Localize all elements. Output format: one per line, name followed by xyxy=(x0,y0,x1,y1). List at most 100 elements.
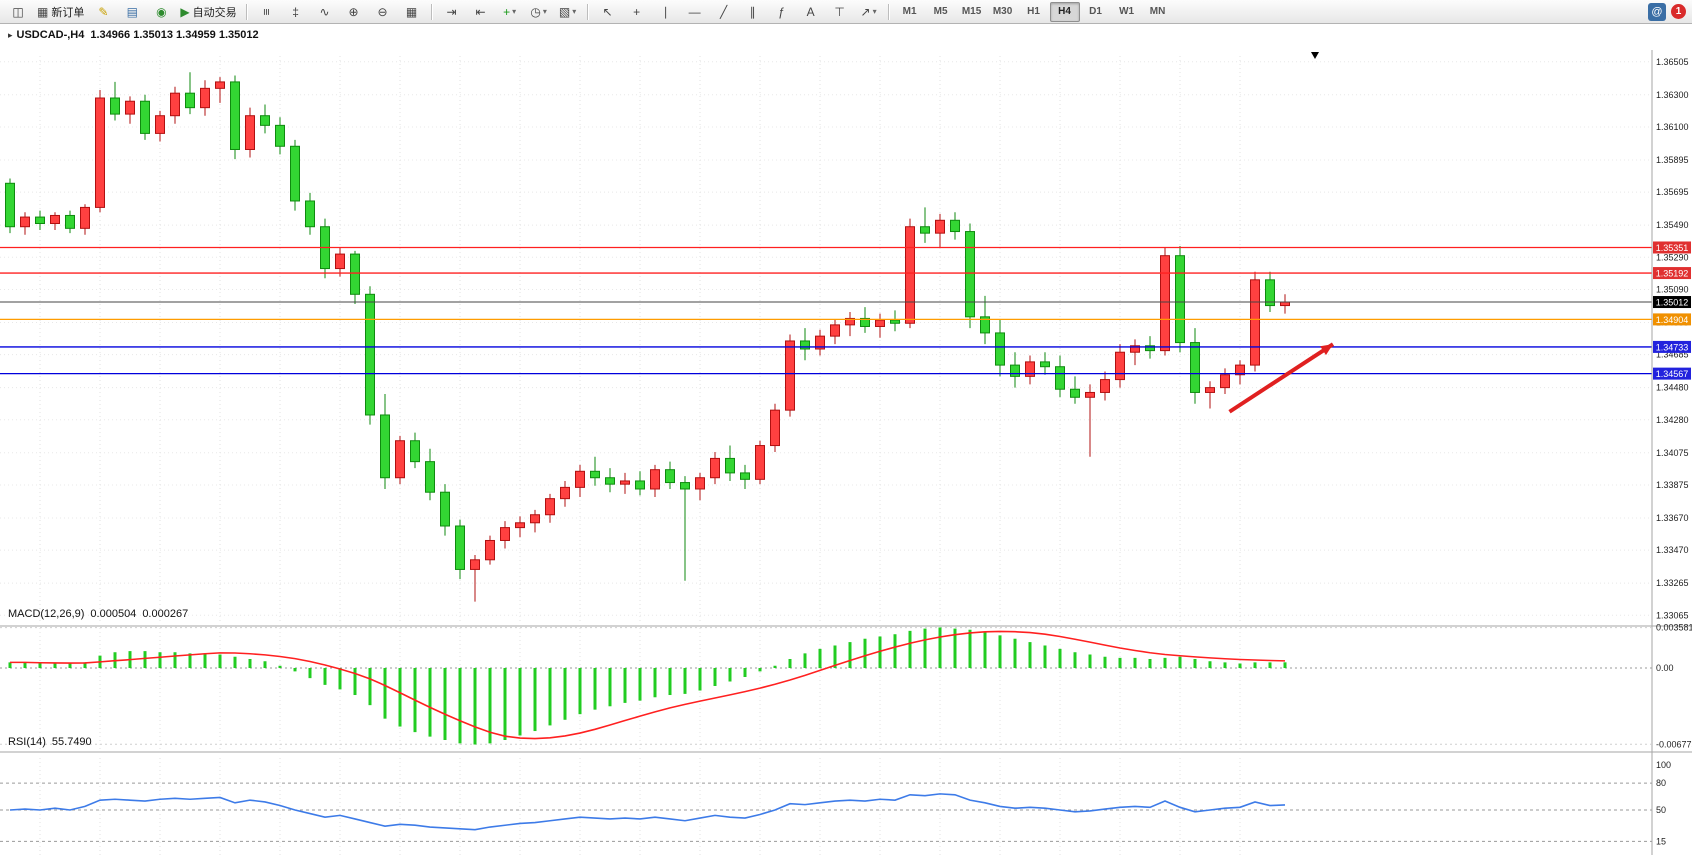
new-order-label: 新订单 xyxy=(51,6,85,19)
price-axis-label: 1.34075 xyxy=(1656,448,1689,458)
candle-body xyxy=(260,115,270,126)
price-tag xyxy=(1653,313,1691,326)
chevron-down-icon[interactable]: ▾ xyxy=(512,7,517,16)
trend-arrow-annotation[interactable] xyxy=(1228,342,1335,414)
periods-button[interactable]: ◷ ▾ xyxy=(525,1,553,23)
candle-body xyxy=(1160,255,1170,352)
chevron-down-icon[interactable]: ▾ xyxy=(872,7,877,16)
price-axis-label: 1.35090 xyxy=(1656,284,1689,294)
candle-body xyxy=(965,231,975,318)
price-axis-label: 1.34280 xyxy=(1656,415,1689,425)
community-chat-icon[interactable]: @ xyxy=(1648,2,1666,21)
zoom-out-button[interactable]: ⊖ xyxy=(369,1,397,23)
price-tag xyxy=(1653,267,1691,280)
timeframe-m15-button[interactable]: M15 xyxy=(961,6,982,17)
templates-icon: ▧ xyxy=(558,4,571,19)
fibonacci-icon: ƒ xyxy=(778,4,785,19)
timeframe-mn-button[interactable]: MN xyxy=(1149,6,1166,17)
candle-body xyxy=(1010,364,1020,377)
candle-body xyxy=(515,522,525,529)
price-axis-label: 1.33670 xyxy=(1656,513,1689,523)
chart-canvas[interactable]: 1.36505 1.36300 1.36100 1.35895 1.35695 1.354… xyxy=(0,24,1692,855)
equidistant-channel-button[interactable]: ∥ xyxy=(739,1,767,23)
equidistant-channel-icon: ∥ xyxy=(749,4,756,19)
text-icon: A xyxy=(806,4,815,19)
chart-window[interactable]: 1.36505 1.36300 1.36100 1.35895 1.35695 1.354… xyxy=(0,24,1692,855)
candle-body xyxy=(830,324,840,337)
candle-body xyxy=(305,200,315,228)
timeframe-w1-button[interactable]: W1 xyxy=(1119,6,1135,17)
new-order-icon: ▦ xyxy=(37,4,49,19)
macd-name: MACD(12,26,9) xyxy=(8,608,85,620)
tile-windows-button[interactable]: ▦ xyxy=(398,1,426,23)
trendline-icon: ╱ xyxy=(719,4,728,19)
tile-windows-icon: ▦ xyxy=(405,4,418,19)
timeframe-m5-button[interactable]: M5 xyxy=(933,6,948,17)
navigator-button[interactable]: ◉ xyxy=(147,1,175,23)
cursor-button[interactable]: ↖ xyxy=(594,1,622,23)
rsi-line xyxy=(9,793,1286,831)
autotrading-label: 自动交易 xyxy=(192,6,237,19)
templates-button[interactable]: ▧ ▾ xyxy=(554,1,582,23)
candle-body xyxy=(710,457,720,479)
candle-body xyxy=(95,97,105,208)
candle-body xyxy=(5,182,15,228)
autotrading-icon: ▶ xyxy=(180,4,190,19)
chart-shift-icon: ⇤ xyxy=(475,4,486,19)
cursor-icon: ↖ xyxy=(602,4,613,19)
metaeditor-button[interactable]: ✎ xyxy=(89,1,117,23)
candle-body xyxy=(740,472,750,480)
candle-body xyxy=(1175,255,1185,344)
arrows-button[interactable]: ↗ ▾ xyxy=(855,1,883,23)
notifications-badge[interactable]: 1 xyxy=(1671,4,1686,19)
candle-body xyxy=(230,81,240,150)
candle-body xyxy=(245,115,255,150)
line-chart-button[interactable]: ∿ xyxy=(311,1,339,23)
candle-body xyxy=(20,216,30,228)
candle-body xyxy=(1070,388,1080,398)
data-window-button[interactable]: ▤ xyxy=(118,1,146,23)
autotrading-button[interactable]: ▶ 自动交易 xyxy=(176,1,240,23)
candle-body xyxy=(380,414,390,479)
chevron-down-icon[interactable]: ▾ xyxy=(542,7,547,16)
price-axis-label: 1.33470 xyxy=(1656,545,1689,555)
candle-body xyxy=(1250,279,1260,366)
one-click-trading-toggle[interactable]: ▸ xyxy=(8,30,13,40)
timeframe-m30-button[interactable]: M30 xyxy=(992,6,1013,17)
chart-shift-button[interactable]: ⇤ xyxy=(467,1,495,23)
candle-body xyxy=(470,559,480,570)
crosshair-button[interactable]: + xyxy=(623,1,651,23)
navigator-icon: ◉ xyxy=(156,4,167,19)
candle-body xyxy=(455,525,465,570)
vertical-line-button[interactable]: ∣ xyxy=(652,1,680,23)
candle-body xyxy=(290,145,300,202)
candle-body xyxy=(755,445,765,480)
auto-scroll-button[interactable]: ⇥ xyxy=(438,1,466,23)
candle-body xyxy=(935,219,945,234)
candle-body xyxy=(110,97,120,115)
candlestick-chart-button[interactable]: ‡ xyxy=(282,1,310,23)
new-order-button[interactable]: ▦ 新订单 xyxy=(33,1,88,23)
candle-body xyxy=(350,253,360,295)
trendline-button[interactable]: ╱ xyxy=(710,1,738,23)
timeframe-m1-button[interactable]: M1 xyxy=(902,6,917,17)
candle-body xyxy=(890,319,900,324)
text-button[interactable]: A xyxy=(797,1,825,23)
crosshair-icon: + xyxy=(633,4,641,19)
fibonacci-button[interactable]: ƒ xyxy=(768,1,796,23)
candle-body xyxy=(590,470,600,479)
price-axis-label: 1.34685 xyxy=(1656,350,1689,360)
timeframe-h4-button[interactable]: H4 xyxy=(1049,1,1080,22)
text-label-button[interactable]: ⊤ xyxy=(826,1,854,23)
timeframe-d1-button[interactable]: D1 xyxy=(1089,6,1102,17)
zoom-in-button[interactable]: ⊕ xyxy=(340,1,368,23)
horizontal-line-button[interactable]: ― xyxy=(681,1,709,23)
indicators-button[interactable]: + ▾ xyxy=(496,1,524,23)
timeframe-h1-button[interactable]: H1 xyxy=(1027,6,1040,17)
zoom-in-icon: ⊕ xyxy=(348,4,359,19)
bar-chart-button[interactable]: ≡ xyxy=(253,1,281,23)
price-tag-label: 1.35192 xyxy=(1656,269,1689,279)
new-chart-button[interactable]: ◫ xyxy=(4,1,32,23)
price-axis-label: 1.36505 xyxy=(1656,57,1689,67)
chevron-down-icon[interactable]: ▾ xyxy=(572,7,577,16)
